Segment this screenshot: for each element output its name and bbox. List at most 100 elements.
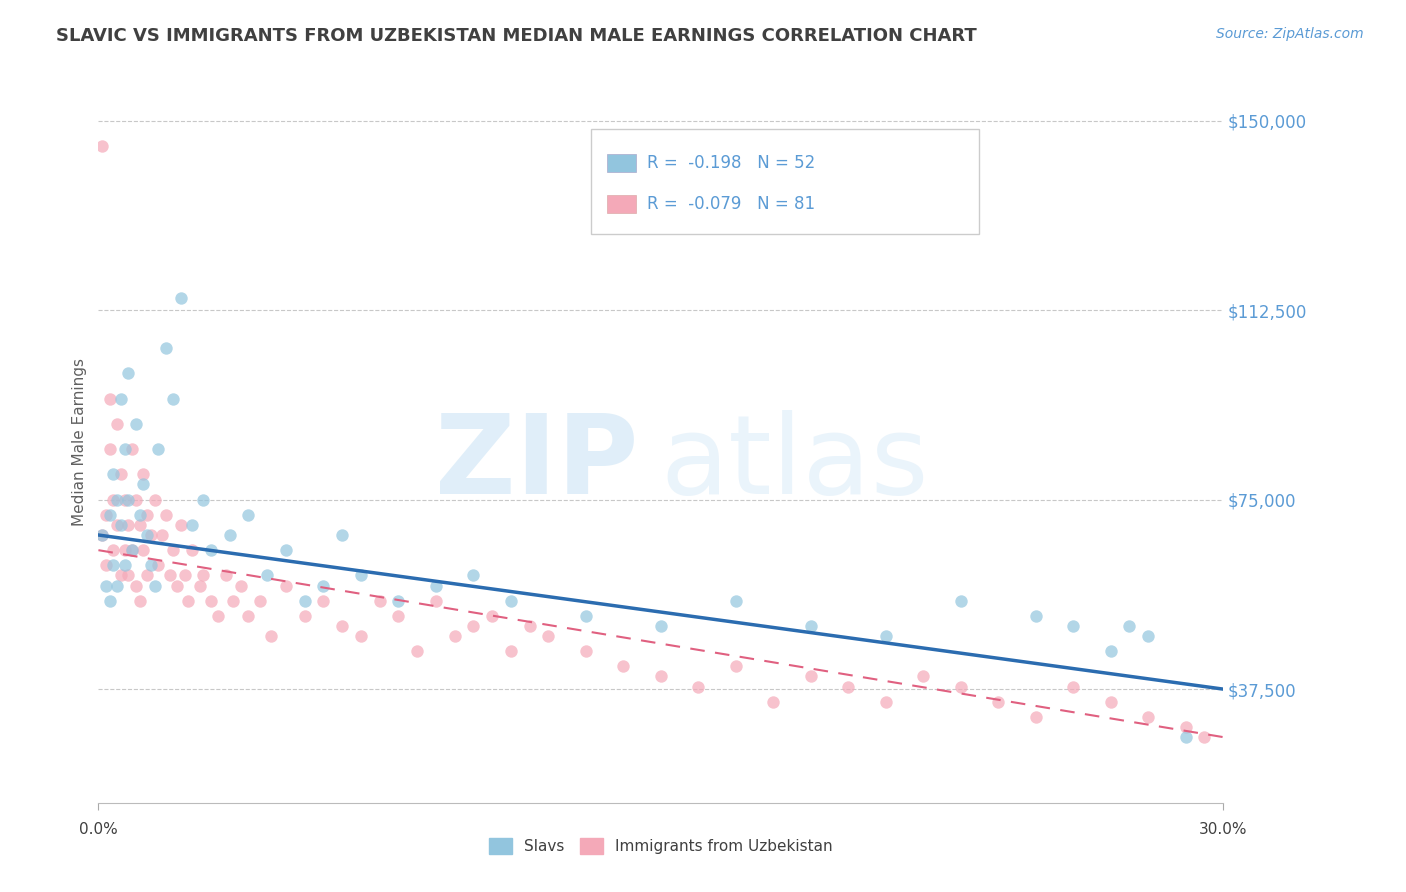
Point [110,392,132,406]
Point [1062,619,1084,633]
Point [128,593,150,607]
Point [132,543,155,558]
Point [110,517,132,532]
Point [125,417,148,431]
Point [650,619,672,633]
Point [98,508,121,522]
Point [181,543,204,558]
Point [274,543,297,558]
Point [159,568,181,582]
Point [110,568,132,582]
Point [121,543,143,558]
Point [94,558,117,573]
Point [274,578,297,592]
Text: Source: ZipAtlas.com: Source: ZipAtlas.com [1216,27,1364,41]
Point [150,528,173,542]
Point [537,629,560,643]
Point [368,593,391,607]
Point [193,492,215,507]
Point [1118,619,1140,633]
Point [1137,710,1160,724]
Text: ZIP: ZIP [434,409,638,516]
Point [139,528,162,542]
Text: 30.0%: 30.0% [1199,822,1247,837]
Point [875,629,897,643]
Point [105,578,128,592]
Point [162,392,184,406]
Point [1174,720,1197,734]
Point [207,608,229,623]
Point [612,659,634,673]
Legend: Slavs, Immigrants from Uzbekistan: Slavs, Immigrants from Uzbekistan [482,832,839,860]
Point [105,417,128,431]
Point [387,593,409,607]
Point [987,695,1010,709]
Point [575,608,598,623]
Point [103,467,125,482]
Point [499,593,522,607]
Text: 0.0%: 0.0% [79,822,118,837]
Point [94,508,117,522]
Point [800,669,823,683]
Text: R =  -0.198   N = 52: R = -0.198 N = 52 [647,154,815,172]
Point [193,568,215,582]
Point [155,341,177,355]
Point [91,139,114,153]
Point [173,568,195,582]
Point [117,367,139,381]
Point [105,517,128,532]
Y-axis label: Median Male Earnings: Median Male Earnings [72,358,87,525]
Point [98,442,121,456]
Point [260,629,283,643]
Point [103,558,125,573]
Point [114,492,136,507]
Point [949,593,972,607]
Point [117,517,139,532]
Point [425,578,447,592]
Point [1099,644,1122,658]
Point [132,477,155,491]
Point [155,508,177,522]
Point [103,492,125,507]
Point [912,669,935,683]
Point [238,608,260,623]
Point [136,508,159,522]
Text: SLAVIC VS IMMIGRANTS FROM UZBEKISTAN MEDIAN MALE EARNINGS CORRELATION CHART: SLAVIC VS IMMIGRANTS FROM UZBEKISTAN MED… [56,27,977,45]
Point [1137,629,1160,643]
Point [350,629,373,643]
Point [875,695,897,709]
Point [229,578,252,592]
Point [499,644,522,658]
Point [1025,608,1047,623]
Point [170,291,193,305]
Point [188,578,211,592]
Point [222,593,245,607]
Point [143,578,166,592]
Point [125,578,148,592]
Text: R =  -0.079   N = 81: R = -0.079 N = 81 [647,194,815,212]
Point [91,528,114,542]
Point [762,695,785,709]
Point [1062,680,1084,694]
Point [103,543,125,558]
Point [181,517,204,532]
Point [91,528,114,542]
Point [575,644,598,658]
Point [218,528,240,542]
Point [121,442,143,456]
Point [724,659,747,673]
Point [121,543,143,558]
Point [387,608,409,623]
Point [330,528,353,542]
Point [1025,710,1047,724]
Point [463,619,485,633]
Point [148,558,170,573]
Point [443,629,465,643]
Point [481,608,503,623]
Point [110,467,132,482]
Point [128,508,150,522]
Point [1174,730,1197,744]
Point [177,593,200,607]
Point [148,442,170,456]
Point [800,619,823,633]
